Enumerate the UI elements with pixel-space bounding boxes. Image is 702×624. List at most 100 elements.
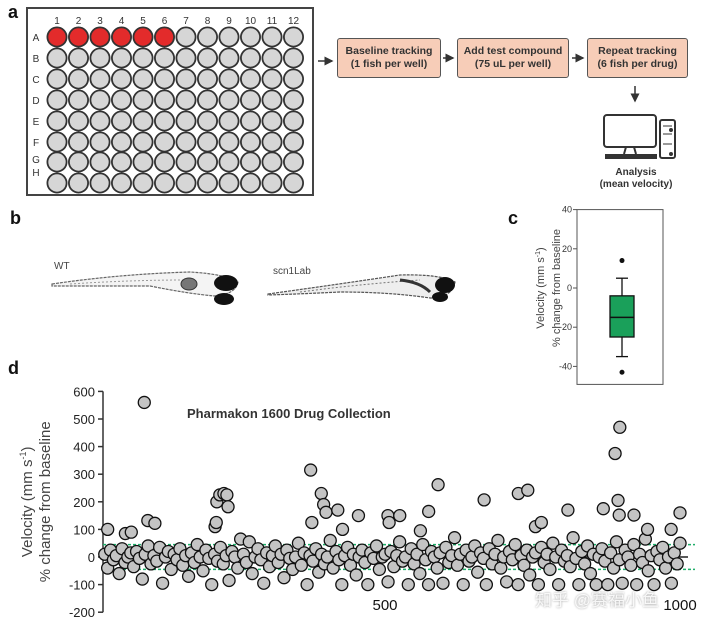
data-point xyxy=(304,463,318,477)
well-B7 xyxy=(175,47,197,69)
column-label: 6 xyxy=(162,16,168,27)
well-A1 xyxy=(46,26,68,48)
well-B1 xyxy=(46,47,68,69)
well-C6 xyxy=(153,68,175,90)
data-point xyxy=(511,577,525,592)
well-E2 xyxy=(68,110,90,132)
well-H5 xyxy=(132,172,154,194)
well-D4 xyxy=(111,89,133,111)
row-label: H xyxy=(32,168,39,179)
data-point xyxy=(566,531,580,545)
data-point xyxy=(447,531,462,545)
data-point xyxy=(647,577,661,592)
data-point xyxy=(137,395,151,410)
box xyxy=(609,295,635,338)
data-point xyxy=(305,515,319,530)
y-axis-label-line2: % change from baseline xyxy=(37,421,54,582)
step-detail: (75 uL per well) xyxy=(474,58,552,70)
well-C5 xyxy=(132,68,154,90)
well-H9 xyxy=(218,172,240,194)
well-G12 xyxy=(282,151,304,173)
well-H4 xyxy=(111,172,133,194)
row-label: F xyxy=(33,138,39,149)
y-tick-label: 0 xyxy=(88,550,95,565)
well-H10 xyxy=(239,172,261,194)
column-label: 3 xyxy=(97,16,103,27)
data-point xyxy=(604,546,618,560)
data-point xyxy=(430,561,444,575)
well-D3 xyxy=(89,89,111,111)
well-B12 xyxy=(282,47,304,69)
well-D9 xyxy=(218,89,240,111)
well-C8 xyxy=(196,68,218,90)
data-point xyxy=(664,522,678,537)
well-A12 xyxy=(282,26,304,48)
outlier-point xyxy=(619,258,625,264)
data-point xyxy=(112,566,126,581)
data-point xyxy=(277,571,291,585)
label-text: Velocity (mm s xyxy=(19,460,36,558)
analysis-detail: (mean velocity) xyxy=(599,179,673,190)
well-H12 xyxy=(282,172,304,194)
data-point xyxy=(673,536,687,550)
data-point xyxy=(640,522,655,537)
chart-title: Pharmakon 1600 Drug Collection xyxy=(187,406,391,421)
step-detail: (6 fish per drug) xyxy=(597,58,678,70)
watermark: 知乎 @赛福小鱼 xyxy=(535,591,659,610)
well-C12 xyxy=(282,68,304,90)
data-point xyxy=(608,446,622,461)
row-label: B xyxy=(33,54,40,65)
larvae-images xyxy=(51,271,456,305)
well-C10 xyxy=(239,68,261,90)
column-label: 1 xyxy=(54,16,60,27)
well-D6 xyxy=(153,89,175,111)
data-point xyxy=(546,536,560,550)
y-axis-label: Velocity (mm s-1)% change from baseline xyxy=(18,421,54,582)
data-point xyxy=(221,500,235,514)
data-point xyxy=(351,508,366,523)
data-point xyxy=(624,558,638,572)
data-point xyxy=(393,508,407,523)
data-point xyxy=(613,420,627,434)
data-point xyxy=(578,557,592,571)
well-C1 xyxy=(46,68,68,90)
well-C7 xyxy=(175,68,197,90)
data-point xyxy=(300,577,314,592)
data-point xyxy=(491,533,505,548)
well-D12 xyxy=(282,89,304,111)
data-point xyxy=(630,577,644,592)
well-G9 xyxy=(218,151,240,173)
computer-icon xyxy=(603,114,676,159)
row-label: A xyxy=(33,33,40,44)
data-point xyxy=(101,522,115,537)
y-tick-label: 200 xyxy=(73,495,95,510)
well-E6 xyxy=(153,110,175,132)
well-A4 xyxy=(111,26,133,48)
data-point xyxy=(209,515,223,530)
step-title: Add test compound xyxy=(463,45,563,57)
well-E5 xyxy=(132,110,154,132)
data-point xyxy=(609,535,624,549)
data-point xyxy=(323,533,337,548)
data-point xyxy=(148,516,162,530)
data-point xyxy=(361,577,375,592)
well-D8 xyxy=(196,89,218,111)
y-tick-label: -100 xyxy=(69,578,95,593)
well-H6 xyxy=(153,172,175,194)
data-point xyxy=(534,515,548,530)
data-point xyxy=(664,576,679,590)
data-point xyxy=(369,539,384,553)
y-tick-label: -40 xyxy=(559,361,572,371)
well-H8 xyxy=(196,172,218,194)
analysis-title: Analysis xyxy=(615,167,657,178)
panel-label-b: b xyxy=(10,208,21,228)
data-point xyxy=(494,561,508,575)
data-point xyxy=(531,577,546,592)
data-point xyxy=(436,576,450,590)
data-point xyxy=(561,503,575,517)
y-axis-label-line2: % change from baseline xyxy=(551,229,563,347)
data-point xyxy=(401,577,415,592)
data-point xyxy=(596,502,610,516)
well-A8 xyxy=(196,26,218,48)
